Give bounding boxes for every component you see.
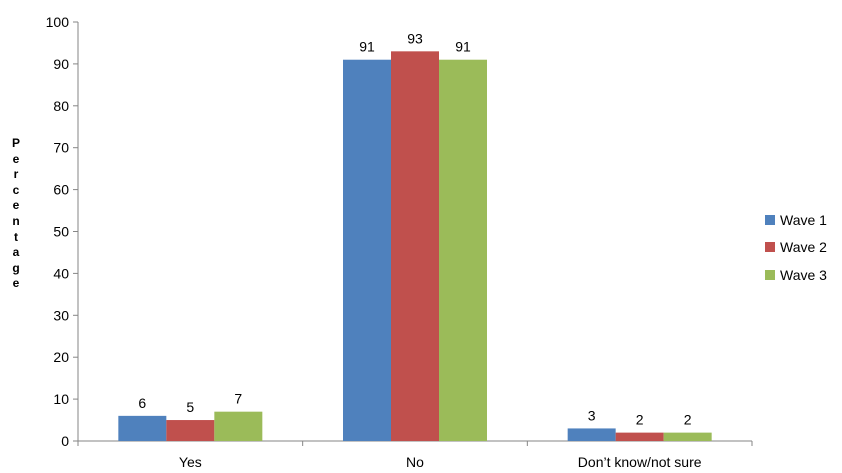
y-tick-label: 10	[53, 391, 69, 407]
bar	[391, 51, 439, 442]
legend: Wave 1 Wave 2 Wave 3	[765, 206, 827, 289]
y-axis-label-letter: e	[12, 276, 20, 291]
legend-item: Wave 3	[765, 261, 827, 289]
y-axis-label-letter: c	[12, 182, 20, 197]
legend-item: Wave 1	[765, 206, 827, 234]
data-label: 7	[234, 391, 242, 407]
bar	[343, 59, 391, 442]
y-axis-label-letter: e	[12, 151, 20, 166]
y-tick-label: 80	[53, 98, 69, 114]
y-tick-label: 70	[53, 140, 69, 156]
legend-swatch	[765, 269, 775, 280]
data-label: 6	[138, 395, 146, 411]
data-label: 91	[455, 39, 471, 55]
bar	[615, 432, 664, 441]
x-tick-label: Yes	[179, 454, 202, 470]
legend-item: Wave 2	[765, 234, 827, 262]
bar	[567, 428, 616, 441]
bar	[214, 411, 263, 441]
legend-label: Wave 1	[780, 211, 827, 228]
legend-label: Wave 2	[780, 239, 827, 256]
chart-bars	[118, 51, 712, 442]
data-label: 93	[407, 30, 423, 46]
y-tick-label: 0	[61, 433, 69, 449]
y-tick-label: 50	[53, 224, 69, 240]
x-tick-label: Don’t know/not sure	[578, 454, 702, 470]
chart-data-labels: 6 91 3 5 93 2 7 91 2	[138, 30, 691, 427]
y-tick-label: 90	[53, 56, 69, 72]
y-axis-label-letter: g	[12, 260, 20, 275]
y-tick-label: 60	[53, 182, 69, 198]
legend-swatch	[765, 214, 775, 225]
data-label: 5	[186, 399, 194, 415]
legend-label: Wave 3	[780, 266, 827, 283]
data-label: 2	[636, 412, 644, 428]
bar	[439, 59, 487, 442]
y-axis-label-letter: t	[14, 229, 18, 244]
x-tick-label: No	[406, 454, 424, 470]
y-tick-label: 40	[53, 265, 69, 281]
y-axis-label-letter: P	[11, 136, 20, 150]
y-tick-label: 20	[53, 349, 69, 365]
y-tick-label: 30	[53, 307, 69, 323]
y-axis-label-letter: e	[12, 198, 20, 213]
data-label: 3	[588, 407, 596, 423]
bar	[166, 420, 215, 441]
bar	[118, 415, 167, 441]
legend-swatch	[765, 242, 775, 253]
y-axis-label-letter: n	[12, 213, 20, 228]
data-label: 2	[684, 412, 692, 428]
y-axis-label-letter: r	[13, 167, 19, 182]
y-axis-label-letter: a	[12, 245, 20, 260]
bar	[663, 432, 712, 441]
data-label: 91	[359, 39, 375, 55]
y-tick-label: 100	[46, 14, 70, 30]
chart-axes: 0 10 20 30 40 50 60 70 80 90 100 Yes No Don’t know/no…	[46, 14, 753, 470]
